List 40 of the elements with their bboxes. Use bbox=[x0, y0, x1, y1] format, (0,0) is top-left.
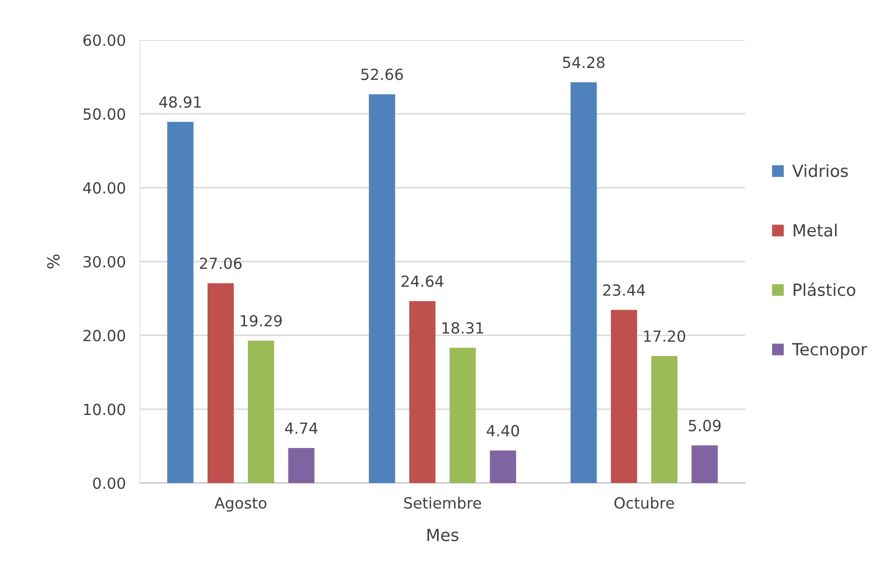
y-tick-label: 0.00 bbox=[93, 477, 126, 490]
bar bbox=[570, 82, 597, 483]
y-tick-label: 40.00 bbox=[83, 182, 126, 194]
data-label: 4.74 bbox=[285, 422, 318, 434]
y-axis-title: % bbox=[47, 254, 60, 268]
legend-label: Vidrios bbox=[792, 164, 848, 178]
legend-label: Metal bbox=[794, 224, 837, 237]
x-tick-label: Setiembre bbox=[404, 496, 482, 509]
data-label: 17.20 bbox=[644, 330, 686, 342]
data-label: 19.29 bbox=[240, 314, 282, 327]
data-label: 27.06 bbox=[200, 258, 242, 270]
data-label: 52.66 bbox=[361, 68, 403, 80]
bar bbox=[610, 310, 638, 483]
data-label: 18.31 bbox=[442, 322, 484, 334]
legend-label: Tecnopor bbox=[792, 343, 868, 359]
y-tick-label: 10.00 bbox=[84, 404, 126, 416]
bar bbox=[167, 122, 194, 483]
data-label: 5.09 bbox=[688, 420, 721, 432]
data-label: 23.44 bbox=[603, 284, 646, 296]
data-label: 54.28 bbox=[562, 56, 604, 68]
data-label: 4.40 bbox=[486, 424, 519, 436]
bar bbox=[208, 283, 234, 483]
bar bbox=[692, 445, 718, 483]
x-tick-label: Agosto bbox=[214, 497, 266, 512]
y-tick-label: 60.00 bbox=[83, 34, 126, 46]
data-label: 24.64 bbox=[402, 275, 444, 288]
data-label: 48.91 bbox=[159, 96, 201, 108]
bar bbox=[409, 301, 436, 483]
bar bbox=[450, 348, 476, 483]
bar bbox=[248, 340, 274, 483]
y-tick-label: 50.00 bbox=[84, 108, 126, 120]
y-tick-label: 30.00 bbox=[84, 256, 126, 268]
bar bbox=[651, 356, 678, 483]
bar bbox=[288, 448, 314, 483]
x-tick-label: Octubre bbox=[614, 496, 674, 509]
x-axis-title: Mes bbox=[427, 528, 458, 542]
bar bbox=[490, 450, 516, 483]
legend-label: Plástico bbox=[794, 282, 856, 296]
y-tick-label: 20.00 bbox=[83, 330, 126, 342]
bar bbox=[368, 94, 396, 483]
